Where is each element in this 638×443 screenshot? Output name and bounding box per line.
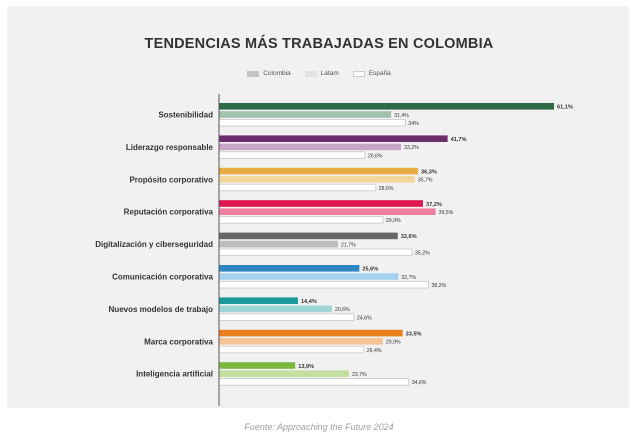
category-label-liderazgo-responsable: Liderazgo responsable (126, 143, 214, 152)
data-label-inteligencia-artificial-latam: 23,7% (352, 372, 367, 378)
bar-nuevos-modelos-de-trabajo-espana (218, 313, 355, 321)
data-label-digitalizacion-y-ciberseguridad-espana: 35,2% (415, 251, 430, 257)
category-label-sostenibilidad: Sostenibilidad (158, 111, 213, 120)
bar-comunicacion-corporativa-colombia (219, 265, 360, 272)
bar-reputacion-corporativa-espana (218, 216, 384, 224)
bar-digitalizacion-y-ciberseguridad-latam (219, 240, 338, 248)
data-label-reputacion-corporativa-espana: 29,9% (386, 218, 401, 224)
legend: Colombia Latam España (0, 70, 638, 77)
data-label-liderazgo-responsable-colombia: 41,7% (451, 137, 467, 143)
bar-nuevos-modelos-de-trabajo-colombia (219, 297, 298, 304)
bar-marca-corporativa-colombia (219, 329, 403, 337)
data-label-digitalizacion-y-ciberseguridad-colombia: 32,6% (401, 234, 417, 240)
data-label-digitalizacion-y-ciberseguridad-latam: 21,7% (341, 242, 356, 248)
legend-swatch-espana (352, 70, 365, 77)
data-label-marca-corporativa-colombia: 33,5% (406, 331, 422, 337)
bar-reputacion-corporativa-colombia (219, 200, 423, 207)
data-label-reputacion-corporativa-latam: 39,5% (439, 210, 454, 216)
data-label-comunicacion-corporativa-espana: 38,2% (431, 283, 446, 289)
bar-inteligencia-artificial-espana (218, 378, 410, 386)
category-label-proposito-corporativo: Propósito corporativo (129, 175, 213, 184)
bar-inteligencia-artificial-latam (219, 370, 349, 377)
data-label-nuevos-modelos-de-trabajo-latam: 20,6% (335, 307, 350, 313)
data-label-liderazgo-responsable-latam: 33,2% (404, 145, 419, 151)
bar-comunicacion-corporativa-latam (219, 273, 399, 280)
legend-item-espana: España (352, 70, 391, 77)
category-label-digitalizacion-y-ciberseguridad: Digitalización y ciberseguridad (95, 240, 213, 249)
legend-label-latam: Latam (320, 70, 339, 77)
bar-comunicacion-corporativa-espana (218, 280, 429, 289)
data-label-proposito-corporativo-colombia: 36,3% (421, 169, 437, 175)
chart-title: TENDENCIAS MÁS TRABAJADAS EN COLOMBIA (144, 36, 494, 52)
category-label-inteligencia-artificial: Inteligencia artificial (136, 370, 213, 379)
bar-sostenibilidad-espana (218, 119, 406, 127)
bar-liderazgo-responsable-latam (219, 143, 402, 151)
category-label-comunicacion-corporativa: Comunicación corporativa (112, 273, 213, 282)
bar-inteligencia-artificial-colombia (219, 362, 296, 369)
bar-marca-corporativa-latam (219, 338, 383, 345)
bar-digitalizacion-y-ciberseguridad-espana (218, 248, 413, 256)
legend-label-colombia: Colombia (263, 70, 291, 77)
data-label-liderazgo-responsable-espana: 26,6% (368, 153, 383, 159)
legend-label-espana: España (368, 70, 391, 77)
data-label-nuevos-modelos-de-trabajo-colombia: 14,4% (301, 299, 317, 305)
bar-sostenibilidad-latam (219, 111, 392, 118)
data-label-inteligencia-artificial-espana: 34,6% (412, 380, 427, 386)
data-label-comunicacion-corporativa-latam: 32,7% (401, 275, 416, 281)
bar-proposito-corporativo-colombia (219, 167, 419, 175)
data-label-sostenibilidad-latam: 31,4% (394, 113, 409, 119)
bar-nuevos-modelos-de-trabajo-latam (219, 305, 332, 313)
legend-item-colombia: Colombia (247, 70, 291, 77)
data-label-sostenibilidad-espana: 34% (408, 121, 419, 127)
bar-reputacion-corporativa-latam (219, 208, 436, 215)
bar-liderazgo-responsable-espana (218, 151, 366, 159)
source-note: Fuente: Approaching the Future 2024 (244, 422, 394, 432)
data-label-proposito-corporativo-latam: 35,7% (418, 178, 433, 184)
bar-proposito-corporativo-latam (219, 176, 415, 183)
data-label-inteligencia-artificial-colombia: 13,9% (298, 364, 314, 370)
data-label-comunicacion-corporativa-colombia: 25,6% (362, 267, 378, 273)
bar-sostenibilidad-colombia (219, 103, 554, 110)
data-label-reputacion-corporativa-colombia: 37,2% (426, 202, 442, 208)
bar-proposito-corporativo-espana (218, 183, 377, 192)
bar-liderazgo-responsable-colombia (219, 135, 448, 142)
category-label-nuevos-modelos-de-trabajo: Nuevos modelos de trabajo (109, 305, 214, 314)
bar-digitalizacion-y-ciberseguridad-colombia (219, 232, 398, 240)
data-label-marca-corporativa-latam: 29,9% (386, 340, 401, 346)
data-label-marca-corporativa-espana: 26,4% (367, 348, 382, 354)
legend-swatch-colombia (247, 70, 260, 77)
data-label-nuevos-modelos-de-trabajo-espana: 24,6% (357, 315, 372, 321)
category-label-reputacion-corporativa: Reputación corporativa (124, 208, 214, 217)
data-label-sostenibilidad-colombia: 61,1% (557, 105, 573, 111)
bar-marca-corporativa-espana (218, 345, 365, 354)
data-label-proposito-corporativo-espana: 28,6% (379, 186, 394, 192)
category-label-marca-corporativa: Marca corporativa (144, 337, 213, 346)
legend-swatch-latam (304, 70, 317, 77)
legend-item-latam: Latam (304, 70, 339, 77)
